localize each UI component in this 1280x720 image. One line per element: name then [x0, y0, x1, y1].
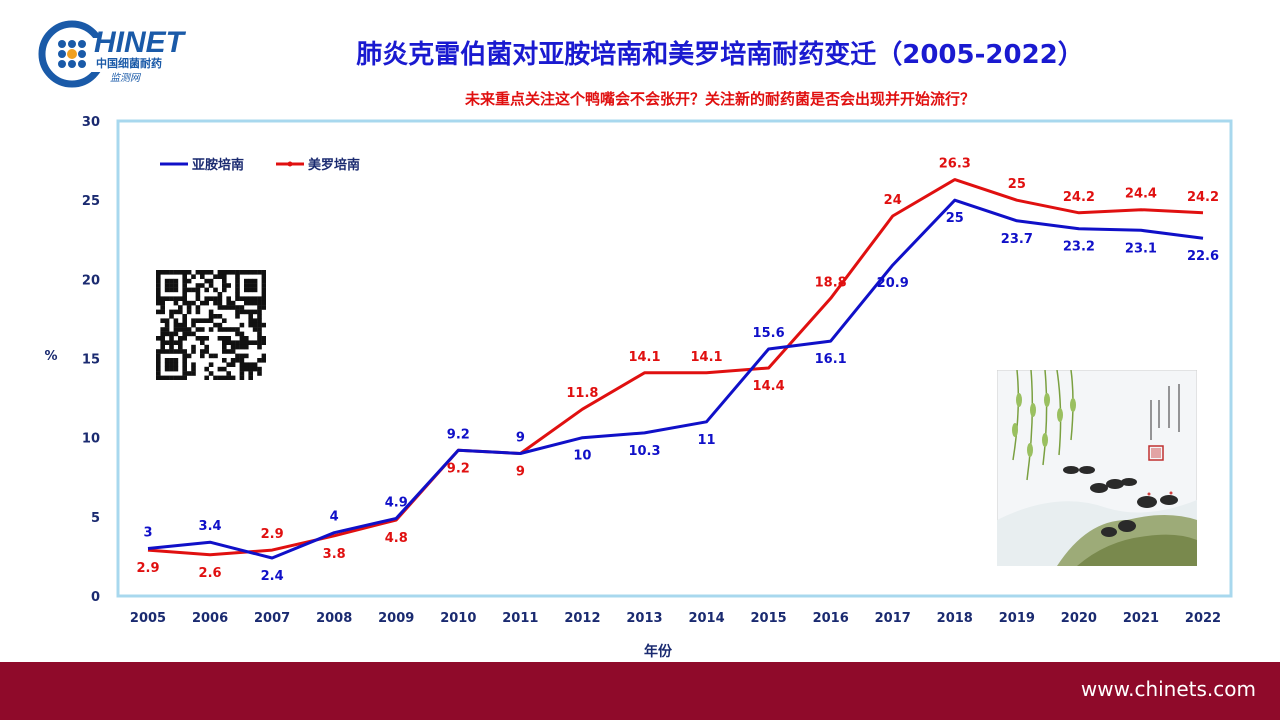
x-tick-label: 2006 — [192, 611, 228, 626]
data-label-imipenem: 3 — [143, 526, 152, 541]
y-tick-label: 25 — [82, 194, 100, 209]
footer-website-link[interactable]: www.chinets.com — [1080, 677, 1256, 701]
x-tick-label: 2019 — [999, 611, 1035, 626]
logo-wordmark: HINET — [94, 26, 187, 59]
y-tick-label: 20 — [82, 273, 100, 288]
data-label-meropenem: 14.1 — [691, 350, 723, 365]
data-label-meropenem: 14.4 — [753, 379, 785, 394]
plot-area-border — [116, 119, 1233, 598]
y-tick-label: 10 — [82, 432, 100, 447]
ink-painting-image — [997, 370, 1197, 566]
x-tick-label: 2005 — [130, 611, 166, 626]
logo-org: 中国细菌耐药 — [96, 56, 162, 70]
x-tick-label: 2020 — [1061, 611, 1097, 626]
qr-code — [156, 270, 266, 380]
data-label-meropenem: 18.8 — [815, 275, 847, 290]
data-label-imipenem: 16.1 — [815, 352, 847, 367]
chinet-logo: HINET 中国细菌耐药 监测网 — [38, 20, 187, 88]
data-label-imipenem: 4.9 — [385, 495, 408, 510]
data-label-imipenem: 23.2 — [1063, 240, 1095, 255]
data-label-meropenem: 25 — [1008, 177, 1026, 192]
data-label-meropenem: 9 — [516, 465, 525, 480]
data-label-meropenem: 4.8 — [385, 531, 408, 546]
data-label-meropenem: 9.2 — [447, 461, 470, 476]
legend-item-meropenem: 美罗培南 — [276, 157, 360, 173]
legend-marker — [287, 161, 293, 167]
x-tick-label: 2009 — [378, 611, 414, 626]
data-label-meropenem: 3.8 — [323, 547, 346, 562]
data-label-imipenem: 9.2 — [447, 427, 470, 442]
x-axis-label: 年份 — [644, 643, 673, 660]
legend-label: 美罗培南 — [308, 157, 360, 173]
x-tick-label: 2008 — [316, 611, 352, 626]
y-tick-label: 15 — [82, 353, 100, 368]
data-label-imipenem: 10 — [573, 449, 591, 464]
data-label-imipenem: 23.7 — [1001, 232, 1033, 247]
data-label-imipenem: 4 — [330, 510, 339, 525]
x-tick-label: 2007 — [254, 611, 290, 626]
legend-label: 亚胺培南 — [192, 157, 244, 173]
logo-sub: 监测网 — [110, 72, 142, 84]
series-line-imipenem — [147, 198, 1204, 560]
data-label-imipenem: 11 — [697, 433, 715, 448]
data-label-meropenem: 24 — [884, 193, 902, 208]
x-tick-label: 2015 — [751, 611, 787, 626]
x-tick-label: 2021 — [1123, 611, 1159, 626]
data-label-meropenem: 2.6 — [199, 566, 222, 581]
x-tick-label: 2012 — [564, 611, 600, 626]
x-tick-label: 2016 — [813, 611, 849, 626]
data-label-imipenem: 2.4 — [261, 569, 284, 584]
page-subtitle: 未来重点关注这个鸭嘴会不会张开？关注新的耐药菌是否会出现并开始流行？ — [464, 90, 975, 108]
x-tick-label: 2022 — [1185, 611, 1221, 626]
y-tick-label: 0 — [91, 590, 100, 605]
data-label-imipenem: 10.3 — [628, 444, 660, 459]
data-label-imipenem: 3.4 — [199, 519, 222, 534]
data-label-meropenem: 2.9 — [136, 561, 159, 576]
y-axis-label: % — [44, 349, 57, 364]
legend-item-imipenem: 亚胺培南 — [160, 157, 244, 173]
x-tick-label: 2010 — [440, 611, 476, 626]
data-label-meropenem: 14.1 — [628, 350, 660, 365]
x-tick-label: 2011 — [502, 611, 538, 626]
y-tick-label: 5 — [91, 511, 100, 526]
data-label-imipenem: 20.9 — [877, 276, 909, 291]
x-tick-label: 2014 — [688, 611, 724, 626]
data-label-meropenem: 24.4 — [1125, 187, 1157, 202]
data-label-imipenem: 23.1 — [1125, 241, 1157, 256]
data-label-imipenem: 9 — [516, 431, 525, 446]
data-label-meropenem: 2.9 — [261, 527, 284, 542]
page-title: 肺炎克雷伯菌对亚胺培南和美罗培南耐药变迁（2005-2022） — [356, 40, 1084, 70]
x-tick-label: 2018 — [937, 611, 973, 626]
data-label-meropenem: 26.3 — [939, 157, 971, 172]
data-label-imipenem: 15.6 — [753, 326, 785, 341]
data-label-meropenem: 11.8 — [566, 386, 598, 401]
data-label-imipenem: 22.6 — [1187, 249, 1219, 264]
x-tick-label: 2013 — [626, 611, 662, 626]
footer-bar: www.chinets.com — [0, 662, 1280, 720]
data-label-meropenem: 24.2 — [1063, 190, 1095, 205]
y-tick-label: 30 — [82, 115, 100, 130]
x-tick-label: 2017 — [875, 611, 911, 626]
data-label-imipenem: 25 — [946, 211, 964, 226]
data-label-meropenem: 24.2 — [1187, 190, 1219, 205]
